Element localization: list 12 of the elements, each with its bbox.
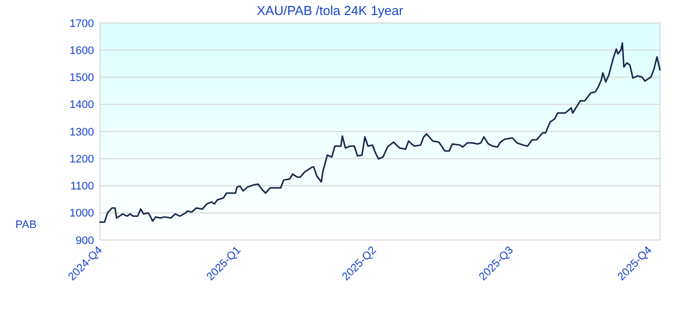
- y-axis-title: PAB: [15, 219, 37, 231]
- y-tick-label: 1500: [70, 72, 94, 84]
- y-tick-label: 1100: [70, 180, 94, 193]
- y-tick-label: 900: [76, 234, 94, 247]
- chart-title: XAU/PAB /tola 24K 1year: [256, 3, 404, 18]
- y-tick-label: 1400: [70, 99, 94, 112]
- line-series: [99, 42, 661, 223]
- y-tick-label: 1200: [70, 153, 94, 166]
- y-tick-label: 1300: [70, 126, 94, 138]
- y-tick-label: 1700: [70, 18, 94, 30]
- y-tick-label: 1000: [70, 208, 94, 220]
- y-tick-label: 1600: [70, 44, 94, 57]
